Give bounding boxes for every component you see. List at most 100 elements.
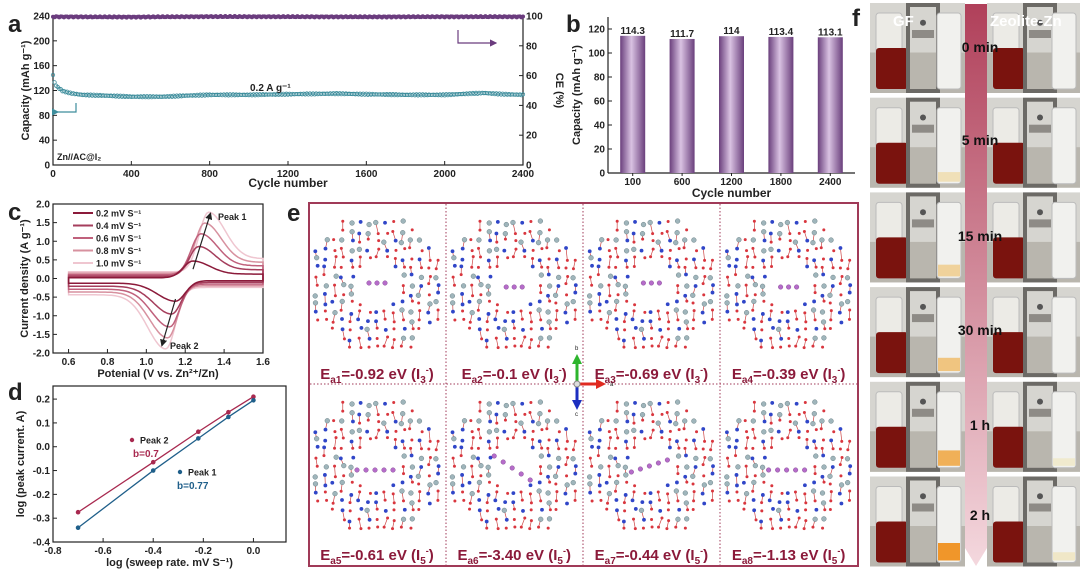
bond: [658, 336, 663, 347]
bond: [804, 312, 807, 322]
atom: [806, 248, 810, 252]
atom: [555, 309, 559, 313]
atom: [451, 255, 457, 261]
atom: [623, 328, 627, 332]
bond: [471, 466, 473, 477]
atom: [656, 309, 660, 313]
atom: [770, 220, 775, 224]
atom: [547, 257, 551, 261]
atom: [848, 258, 852, 262]
atom: [494, 412, 499, 417]
atom: [564, 427, 568, 431]
atom: [821, 526, 825, 530]
energy-label-part: 5: [832, 556, 838, 567]
energy-label-part: E: [320, 366, 330, 383]
atom: [822, 228, 826, 232]
atom: [339, 298, 345, 305]
atom: [674, 344, 678, 348]
atom: [638, 326, 645, 332]
atom: [512, 507, 516, 511]
atom: [537, 299, 542, 304]
atom: [821, 516, 827, 522]
atom: [477, 327, 482, 332]
atom: [727, 444, 732, 449]
atom: [787, 337, 791, 341]
atom: [760, 472, 766, 478]
atom: [573, 290, 578, 295]
atom: [477, 427, 481, 431]
atom: [797, 436, 801, 440]
atom: [750, 237, 756, 243]
atom: [733, 445, 738, 450]
legend-label: Peak 2: [140, 436, 169, 446]
atom: [546, 474, 550, 479]
atom: [552, 292, 559, 298]
atom: [358, 484, 362, 488]
atom: [391, 230, 395, 234]
atom: [349, 401, 355, 407]
atom: [632, 309, 636, 313]
atom: [685, 480, 689, 484]
atom: [402, 291, 406, 295]
atom: [606, 491, 612, 497]
atom: [788, 428, 792, 432]
atom: [605, 507, 609, 511]
atom: [313, 430, 318, 435]
atom: [750, 275, 755, 280]
atom: [804, 320, 808, 324]
atom: [760, 312, 765, 316]
atom: [752, 463, 758, 469]
atom: [803, 311, 807, 315]
atom: [552, 473, 559, 479]
atom: [357, 336, 361, 340]
atom: [348, 501, 352, 505]
atom: [794, 401, 799, 406]
atom: [323, 438, 328, 443]
y-tick-label: 0: [599, 169, 605, 180]
atom: [401, 465, 405, 469]
atom: [520, 220, 525, 225]
atom: [436, 471, 441, 476]
atom: [545, 309, 551, 315]
atom: [840, 456, 844, 460]
atom: [436, 464, 441, 469]
atom: [403, 247, 407, 251]
atom: [417, 318, 421, 322]
atom: [312, 481, 319, 487]
atom: [393, 256, 397, 260]
atom: [494, 231, 499, 236]
atom: [811, 525, 815, 529]
atom: [838, 427, 843, 431]
atom: [556, 465, 561, 469]
atom: [495, 220, 500, 224]
clamp-bar: [912, 314, 934, 323]
atom: [511, 436, 515, 440]
clamp-bar: [1029, 219, 1051, 228]
bond: [770, 519, 773, 529]
x-tick-label: -0.6: [94, 546, 112, 557]
atom: [468, 507, 472, 511]
atom: [392, 327, 396, 331]
x-tick-label: 2000: [434, 169, 457, 180]
atom: [486, 220, 492, 226]
atom: [546, 516, 553, 522]
clamp-bar: [912, 408, 934, 417]
atom: [436, 439, 440, 443]
atom: [623, 509, 627, 513]
atom: [451, 456, 455, 460]
atom: [460, 483, 465, 488]
atom: [814, 326, 819, 331]
atom: [596, 454, 600, 458]
atom: [832, 430, 836, 434]
atom: [735, 283, 741, 289]
atom: [702, 474, 706, 478]
atom: [844, 275, 851, 281]
atom: [660, 516, 664, 520]
atom: [393, 445, 398, 450]
atom: [451, 309, 455, 314]
atom: [409, 526, 413, 530]
atom: [495, 255, 499, 259]
atom: [840, 275, 844, 279]
atom: [392, 320, 396, 324]
atom: [812, 480, 817, 485]
